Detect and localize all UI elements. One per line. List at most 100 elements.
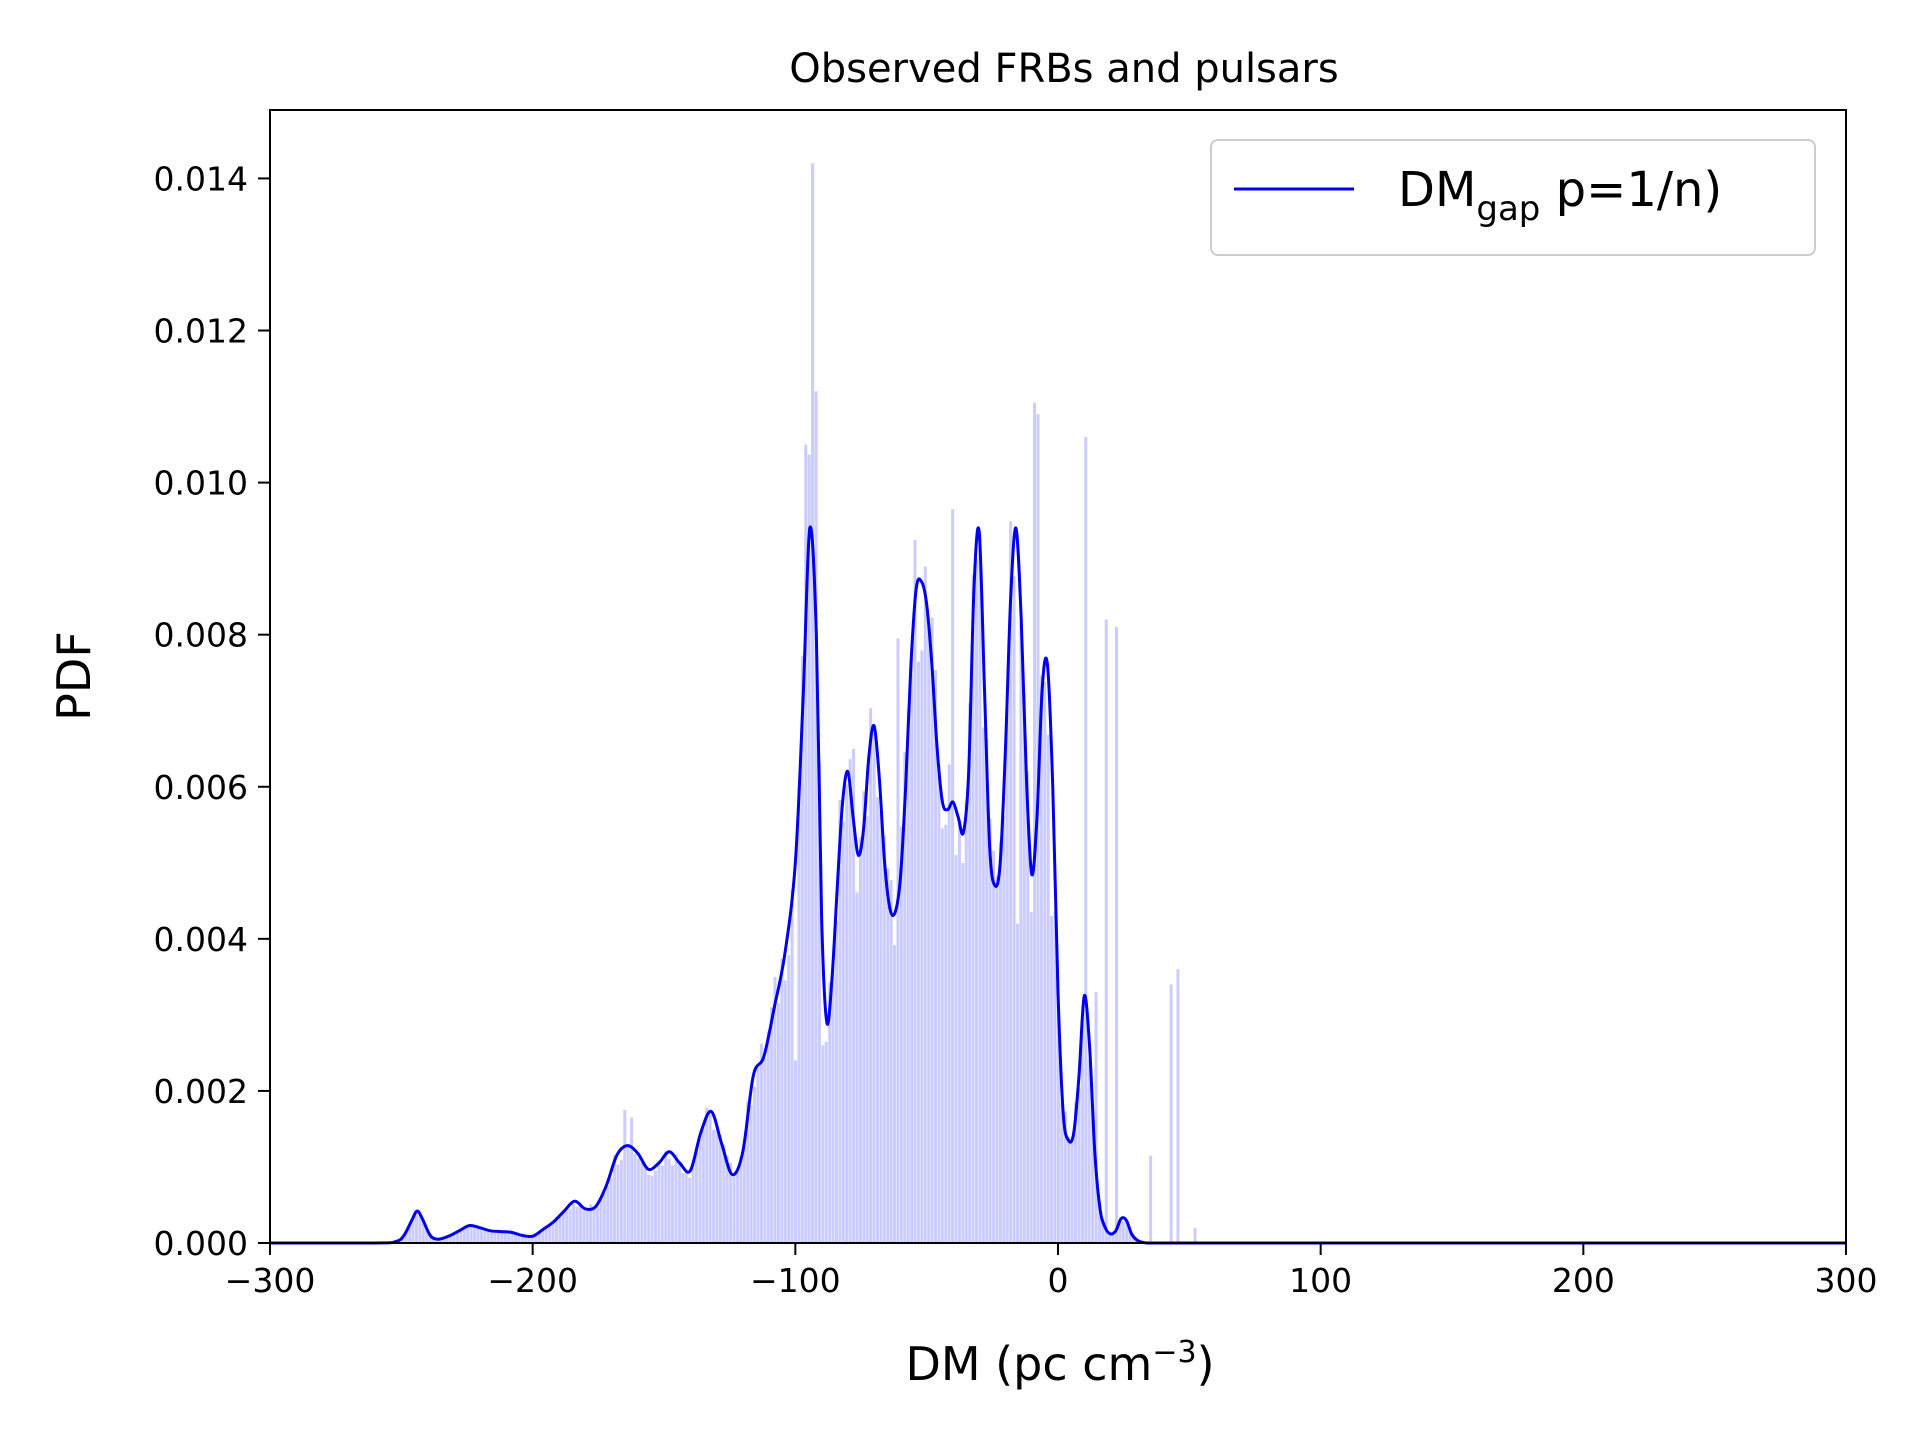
x-tick-label: −200	[487, 1261, 578, 1300]
histogram-bar	[514, 1233, 518, 1243]
histogram-bar	[998, 841, 1002, 1243]
histogram-bar	[1094, 992, 1098, 1243]
y-axis-label: PDF	[47, 631, 101, 721]
histogram-bar	[872, 733, 876, 1243]
histogram-bar	[1015, 923, 1019, 1243]
histogram-bar	[835, 921, 839, 1243]
histogram-bar	[804, 444, 808, 1244]
histogram-bar	[531, 1236, 535, 1243]
histogram-bar	[1132, 1236, 1136, 1243]
histogram-bar	[828, 982, 832, 1243]
histogram-bar	[1029, 912, 1033, 1243]
y-tick-label: 0.004	[154, 920, 248, 959]
histogram-bar	[691, 1162, 695, 1243]
histogram-bar	[759, 1043, 763, 1243]
x-tick-label: 200	[1552, 1261, 1615, 1300]
histogram-bar	[961, 863, 965, 1243]
histogram-bar	[688, 1177, 692, 1243]
histogram-bar	[934, 669, 938, 1243]
histogram-bar	[838, 799, 842, 1243]
histogram-bar	[722, 1144, 726, 1243]
histogram-bar	[852, 748, 856, 1243]
y-tick-label: 0.014	[154, 159, 248, 198]
x-axis-label-close: )	[1197, 1337, 1215, 1391]
histogram-bar	[1118, 1222, 1122, 1243]
histogram-bar	[445, 1235, 449, 1243]
histogram-bar	[452, 1233, 456, 1243]
histogram-bar	[544, 1227, 548, 1243]
histogram-bar	[493, 1232, 497, 1243]
histogram-bar	[623, 1109, 627, 1243]
histogram-bar	[575, 1206, 579, 1243]
histogram-bar	[408, 1226, 412, 1243]
histogram-bar	[1070, 1139, 1074, 1243]
histogram-bar	[595, 1205, 599, 1243]
histogram-bar	[613, 1155, 617, 1243]
histogram-bar	[889, 880, 893, 1243]
histogram-bar	[824, 1041, 828, 1243]
histogram-bar	[1080, 1023, 1084, 1243]
histogram-bar	[421, 1220, 425, 1243]
histogram-bar	[1128, 1229, 1132, 1243]
histogram-bar	[1067, 1136, 1071, 1243]
histogram-bar	[735, 1171, 739, 1243]
histogram-bar	[766, 1031, 770, 1243]
histogram-bar	[500, 1231, 504, 1243]
histogram-bar	[606, 1185, 610, 1243]
histogram-bar	[671, 1165, 675, 1243]
histogram-bar	[435, 1238, 439, 1243]
histogram-bar	[715, 1129, 719, 1243]
histogram-bar	[561, 1211, 565, 1243]
histogram-bar	[906, 710, 910, 1243]
y-tick-label: 0.012	[154, 312, 248, 351]
histogram-bar	[988, 818, 992, 1243]
histogram-bar	[503, 1230, 507, 1243]
histogram-bar	[681, 1173, 685, 1243]
histogram-bar	[845, 784, 849, 1243]
histogram-bar	[1074, 1102, 1078, 1243]
histogram-bar	[486, 1230, 490, 1243]
x-axis-label: DM (pc cm−3)	[905, 1335, 1214, 1391]
histogram-bar	[1043, 681, 1047, 1243]
histogram-bar	[643, 1164, 647, 1243]
x-axis-label-text: DM (pc cm	[905, 1337, 1152, 1391]
histogram-bar	[674, 1154, 678, 1243]
histogram-bar	[732, 1176, 736, 1243]
histogram-bar	[630, 1117, 634, 1243]
histogram-bar	[978, 530, 982, 1243]
histogram-bar	[944, 824, 948, 1243]
histogram-bar	[650, 1175, 654, 1243]
histogram-bar	[910, 654, 914, 1243]
histogram-bar	[1060, 1101, 1064, 1243]
histogram-bar	[626, 1144, 630, 1243]
histogram-bar	[981, 727, 985, 1243]
histogram-bar	[1111, 1231, 1115, 1243]
histogram-bar	[1115, 627, 1119, 1243]
histogram-bar	[1176, 969, 1180, 1243]
histogram-bar	[442, 1237, 446, 1243]
histogram-bar	[548, 1225, 552, 1243]
histogram-bar	[776, 1003, 780, 1243]
legend-box	[1210, 139, 1816, 256]
histogram-bar	[1019, 622, 1023, 1243]
histogram-bar	[459, 1230, 463, 1243]
histogram-bar	[428, 1235, 432, 1243]
histogram-bar	[749, 1105, 753, 1243]
histogram-bar	[664, 1151, 668, 1243]
histogram-bar	[537, 1231, 541, 1243]
histogram-bar	[698, 1138, 702, 1243]
histogram-bar	[947, 764, 951, 1243]
legend-label-rest: p=1/n)	[1540, 162, 1722, 218]
histogram-bar	[865, 816, 869, 1243]
histogram-bar	[404, 1229, 408, 1243]
histogram-bar	[783, 980, 787, 1243]
histogram-bar	[1121, 1221, 1125, 1243]
histogram-bar	[971, 574, 975, 1243]
histogram-bar	[882, 835, 886, 1243]
histogram-bar	[886, 868, 890, 1243]
histogram-bar	[705, 1107, 709, 1243]
histogram-bar	[756, 1067, 760, 1243]
x-tick-label: 0	[1048, 1261, 1069, 1300]
histogram-bar	[916, 661, 920, 1243]
